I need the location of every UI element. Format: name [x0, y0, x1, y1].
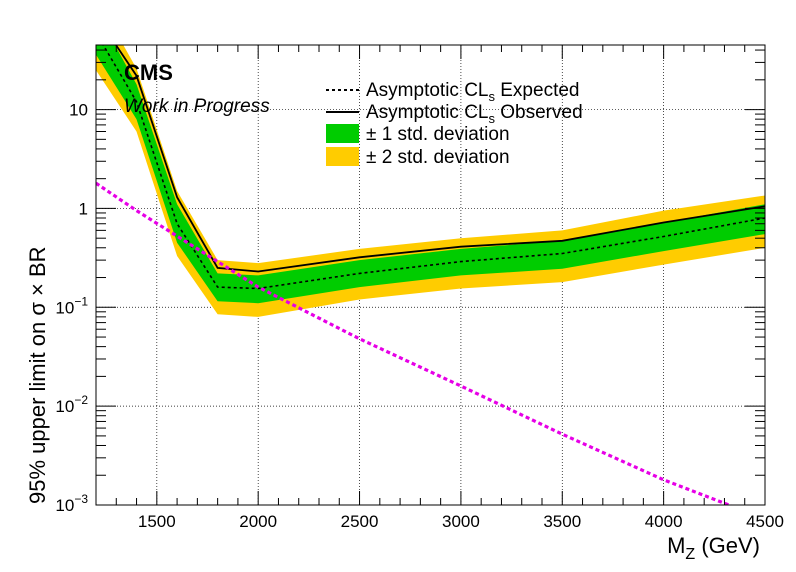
theory-cross-section-line — [96, 181, 734, 505]
x-tick-label: 3500 — [543, 512, 581, 531]
legend-expected-label: Asymptotic CLs Expected — [366, 80, 579, 104]
legend-observed-label: Asymptotic CLs Observed — [366, 102, 583, 126]
x-tick-label: 3000 — [442, 512, 480, 531]
observed-limit-line — [114, 45, 765, 273]
x-tick-label: 4500 — [746, 512, 784, 531]
plot-frame — [95, 44, 766, 506]
one-sigma-band — [96, 45, 765, 304]
y-tick-label: 10−3 — [55, 492, 88, 515]
plot-area — [96, 45, 765, 505]
x-tick-label: 4000 — [645, 512, 683, 531]
experiment-label: CMS — [124, 60, 173, 85]
legend-two-sigma-label: ± 2 std. deviation — [366, 147, 510, 168]
expected-limit-line — [102, 45, 765, 290]
legend-one-sigma-label: ± 1 std. deviation — [366, 124, 510, 145]
x-tick-label: 2500 — [341, 512, 379, 531]
y-tick-label: 1 — [79, 199, 88, 218]
axes: 1500 2000 2500 3000 3500 4000 4500 10 1 10−1 10−2 1… — [55, 45, 784, 531]
x-axis-title: MZ (GeV) — [667, 533, 760, 563]
status-label: Work in Progress — [124, 96, 270, 117]
legend: Asymptotic CLs Expected Asymptotic CLs O… — [326, 80, 583, 168]
x-tick-label: 2000 — [239, 512, 277, 531]
y-axis-title: 95% upper limit on σ × BR — [25, 246, 50, 504]
legend-two-sigma-swatch — [326, 147, 359, 166]
y-tick-label: 10 — [69, 101, 88, 120]
y-tick-label: 10−2 — [55, 393, 88, 416]
y-tick-label: 10−1 — [55, 294, 88, 317]
x-tick-label: 1500 — [138, 512, 176, 531]
legend-one-sigma-swatch — [326, 124, 359, 143]
grid-lines — [96, 45, 765, 505]
